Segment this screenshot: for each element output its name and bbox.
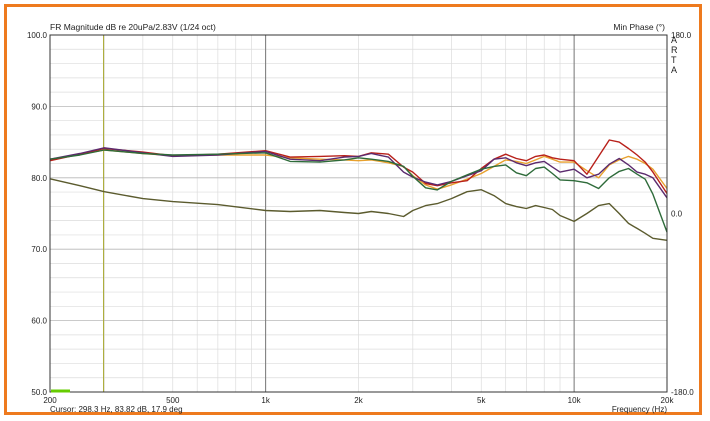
arta-letter-4: A xyxy=(671,65,677,75)
x-tick-label: 5k xyxy=(477,396,486,405)
chart-title: FR Magnitude dB re 20uPa/2.83V (1/24 oct… xyxy=(50,22,216,32)
arta-letter-1: A xyxy=(671,35,677,45)
y2-tick-label: -180.0 xyxy=(671,388,694,397)
x-axis-title: Frequency (Hz) xyxy=(612,405,667,414)
plot-border xyxy=(49,34,668,393)
y-tick-label: 90.0 xyxy=(31,102,47,111)
y2-tick-label: 0.0 xyxy=(671,210,683,219)
series-layer xyxy=(49,139,668,241)
arta-letter-2: R xyxy=(671,45,678,55)
right-axis-title: Min Phase (°) xyxy=(613,22,665,32)
y-tick-label: 100.0 xyxy=(27,31,48,40)
x-tick-label: 200 xyxy=(43,396,57,405)
x-tick-label: 10k xyxy=(568,396,582,405)
y-tick-label: 80.0 xyxy=(31,174,47,183)
y2-tick-label: 180.0 xyxy=(671,31,692,40)
x-tick-label: 2k xyxy=(354,396,363,405)
arta-letter-3: T xyxy=(671,55,677,65)
x-tick-label: 1k xyxy=(261,396,270,405)
magnitude-series-line-3 xyxy=(49,147,668,199)
y-tick-label: 70.0 xyxy=(31,245,47,254)
axes: 100.090.080.070.060.050.0180.00.0-180.02… xyxy=(27,31,694,405)
magnitude-series-line-2 xyxy=(49,139,668,194)
x-tick-label: 20k xyxy=(661,396,675,405)
y-tick-label: 50.0 xyxy=(31,388,47,397)
magnitude-series-line-4 xyxy=(49,149,668,233)
magnitude-series-line-1 xyxy=(49,149,668,190)
x-tick-label: 500 xyxy=(166,396,180,405)
cursor-readout: Cursor: 298.3 Hz, 83.82 dB, 17.9 deg xyxy=(50,405,183,414)
phase-series-line xyxy=(49,178,668,241)
y-tick-label: 60.0 xyxy=(31,317,47,326)
